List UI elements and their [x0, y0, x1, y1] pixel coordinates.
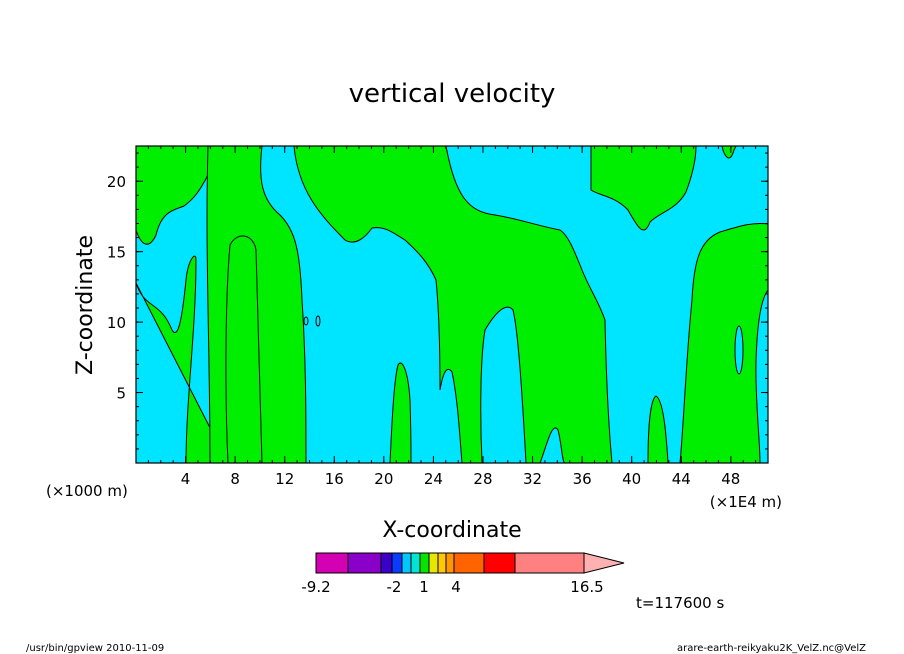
- x-tick-label: 16: [325, 470, 344, 488]
- colorbar-segment: [437, 552, 447, 574]
- contour-region: [721, 145, 737, 159]
- y-tick-label: 15: [107, 244, 126, 262]
- colorbar-segment: [514, 552, 585, 574]
- colorbar-label: 16.5: [570, 578, 603, 596]
- contour-region: [293, 145, 613, 464]
- colorbar-label: 4: [451, 578, 461, 596]
- colorbar-segment: [419, 552, 430, 574]
- colorbar-segment: [410, 552, 421, 574]
- colorbar-segment: [428, 552, 439, 574]
- contour-fills: [135, 145, 769, 464]
- colorbar-label: -2: [387, 578, 402, 596]
- colorbar-extend-arrow: [583, 552, 625, 574]
- colorbar-labels: -9.2 -2 1 4 16.5: [301, 578, 603, 596]
- contour-island: [734, 325, 744, 375]
- contour-islands: [303, 315, 744, 375]
- contour-region: [590, 145, 697, 231]
- x-tick-label: 40: [622, 470, 641, 488]
- chart-title: vertical velocity: [349, 79, 556, 109]
- colorbar: [315, 552, 625, 574]
- x-axis-label: X-coordinate: [382, 518, 521, 543]
- x-tick-label: 36: [573, 470, 592, 488]
- y-tick-label: 5: [116, 385, 126, 403]
- x-tick-label: 28: [473, 470, 492, 488]
- x-tick-label: 20: [374, 470, 393, 488]
- colorbar-label: -9.2: [301, 578, 330, 596]
- x-tick-label: 4: [181, 470, 191, 488]
- contour-region: [135, 145, 209, 245]
- y-axis-label: Z-coordinate: [73, 235, 98, 375]
- footer-left: /usr/bin/gpview 2010-11-09: [26, 643, 164, 654]
- x-unit-right: (×1E4 m): [710, 493, 782, 511]
- y-tick-label: 10: [107, 314, 126, 332]
- x-ticks: 4 8 12 16 20 24 28 32 36 40 44 48: [147, 146, 757, 488]
- x-tick-label: 8: [230, 470, 240, 488]
- y-tick-label: 20: [107, 173, 126, 191]
- x-tick-label: 12: [275, 470, 294, 488]
- y-ticks: 5 10 15 20: [107, 152, 768, 450]
- colorbar-segment: [315, 552, 349, 574]
- contour-island: [315, 315, 321, 327]
- x-tick-label: 24: [424, 470, 443, 488]
- x-tick-label: 48: [721, 470, 740, 488]
- plot-frame: [135, 145, 769, 464]
- contour-region: [647, 395, 669, 464]
- contour-region: [206, 145, 307, 464]
- colorbar-segment: [391, 552, 403, 574]
- x-tick-label: 32: [523, 470, 542, 488]
- footer-right: arare-earth-reikyaku2K_VelZ.nc@VelZ: [677, 643, 866, 654]
- colorbar-segment: [453, 552, 485, 574]
- time-label: t=117600 s: [636, 594, 724, 612]
- colorbar-segment: [380, 552, 393, 574]
- contour-region: [679, 223, 769, 464]
- colorbar-segment: [445, 552, 455, 574]
- colorbar-segment: [483, 552, 516, 574]
- colorbar-segment: [401, 552, 412, 574]
- contour-island: [303, 316, 309, 326]
- colorbar-segment: [347, 552, 382, 574]
- colorbar-label: 1: [419, 578, 429, 596]
- contour-region: [389, 362, 412, 464]
- x-tick-label: 44: [672, 470, 691, 488]
- x-unit-left: (×1000 m): [46, 482, 128, 500]
